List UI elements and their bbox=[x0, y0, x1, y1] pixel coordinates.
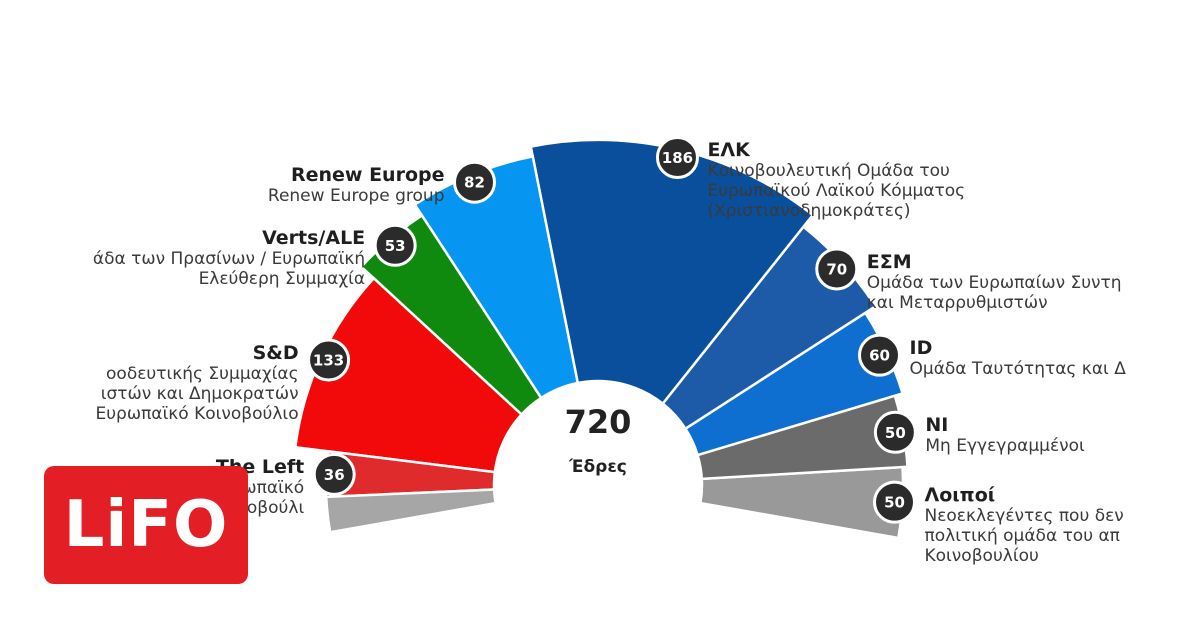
legend-entry: Verts/ALE άδα των Πρασίνων / Ευρωπαϊκή Ελ… bbox=[93, 227, 365, 289]
center-hole bbox=[494, 381, 702, 589]
seat-badge-circle bbox=[815, 247, 859, 291]
legend-entry: ΕΛΚ Κοινοβουλευτική Ομάδα του Ευρωπαϊκού … bbox=[707, 139, 965, 221]
seat-badge-circle bbox=[452, 160, 496, 204]
seat-count-label: 70 bbox=[826, 260, 847, 278]
seat-badge: 50 bbox=[873, 480, 917, 524]
seat-badge: 50 bbox=[873, 410, 917, 454]
seat-count-label: 36 bbox=[324, 466, 345, 484]
seat-badge-circle bbox=[373, 223, 417, 267]
group-description: Ομάδα Ταυτότητας και Δ bbox=[909, 359, 1126, 380]
seat-count-label: 53 bbox=[385, 237, 406, 255]
seat-badge-circle bbox=[655, 135, 699, 179]
group-name: NI bbox=[925, 414, 949, 437]
seat-badge-circle bbox=[873, 410, 917, 454]
seat-badge-circle bbox=[858, 333, 902, 377]
seat-badge-circle bbox=[312, 452, 356, 496]
total-seats-unit: Έδρες bbox=[568, 457, 627, 477]
seat-badges: 50 50 60 70 186 82 53 133 36 bbox=[307, 135, 917, 524]
lifo-logo: LiFO bbox=[44, 466, 248, 584]
seat-count-label: 60 bbox=[869, 347, 890, 365]
group-name: Λοιποί bbox=[924, 484, 996, 507]
group-name: ΕΛΚ bbox=[707, 139, 750, 162]
legend-entry: Λοιποί Νεοεκλεγέντες που δεν πολιτική ομά… bbox=[925, 484, 1124, 566]
logo-text: LiFO bbox=[63, 488, 229, 562]
group-description: Νεοεκλεγέντες που δεν πολιτική ομάδα του… bbox=[924, 506, 1124, 567]
group-description: οοδευτικής Συμμαχίας ιστών και Δημοκρατώ… bbox=[95, 363, 299, 424]
seat-badge: 36 bbox=[312, 452, 356, 496]
group-description: Μη Εγγεγραμμένοι bbox=[925, 436, 1085, 457]
seat-badge: 133 bbox=[307, 338, 351, 382]
seat-badge: 53 bbox=[373, 223, 417, 267]
seat-badge-circle bbox=[873, 480, 917, 524]
legend-entry: S&D οοδευτικής Συμμαχίας ιστών και Δημοκρ… bbox=[95, 342, 298, 424]
seat-count-label: 186 bbox=[662, 149, 693, 167]
group-description: Renew Europe group bbox=[267, 186, 445, 207]
legend-entry: Renew Europe Renew Europe group bbox=[268, 164, 445, 206]
seat-badge: 70 bbox=[815, 247, 859, 291]
wedge-extra-left bbox=[324, 488, 498, 534]
group-name: Renew Europe bbox=[290, 164, 445, 187]
chart-wedges bbox=[293, 138, 909, 540]
group-description: Κοινοβουλευτική Ομάδα του Ευρωπαϊκού Λαϊ… bbox=[707, 161, 966, 222]
total-seats-value: 720 bbox=[565, 403, 632, 441]
seat-badge: 60 bbox=[858, 333, 902, 377]
seat-badge-circle bbox=[307, 338, 351, 382]
legend-entry: NI Μη Εγγεγραμμένοι bbox=[925, 414, 1084, 456]
group-name: ΕΣΜ bbox=[866, 250, 912, 273]
legend-entry: ΕΣΜ Ομάδα των Ευρωπαίων Συντη και Μεταρρυ… bbox=[867, 251, 1122, 313]
group-name: ID bbox=[909, 337, 933, 360]
seat-count-label: 82 bbox=[464, 174, 485, 192]
group-name: Verts/ALE bbox=[262, 227, 366, 250]
seat-badge: 186 bbox=[655, 135, 699, 179]
group-description: Ομάδα των Ευρωπαίων Συντη και Μεταρρυθμι… bbox=[866, 272, 1122, 313]
seat-count-label: 50 bbox=[885, 424, 906, 442]
group-name: S&D bbox=[252, 341, 299, 364]
group-description: άδα των Πρασίνων / Ευρωπαϊκή Ελεύθερη Συ… bbox=[92, 249, 366, 290]
seat-count-label: 133 bbox=[313, 351, 344, 369]
legend-entry: ID Ομάδα Ταυτότητας και Δ bbox=[910, 337, 1126, 379]
seat-badge: 82 bbox=[452, 160, 496, 204]
seat-count-label: 50 bbox=[884, 494, 905, 512]
